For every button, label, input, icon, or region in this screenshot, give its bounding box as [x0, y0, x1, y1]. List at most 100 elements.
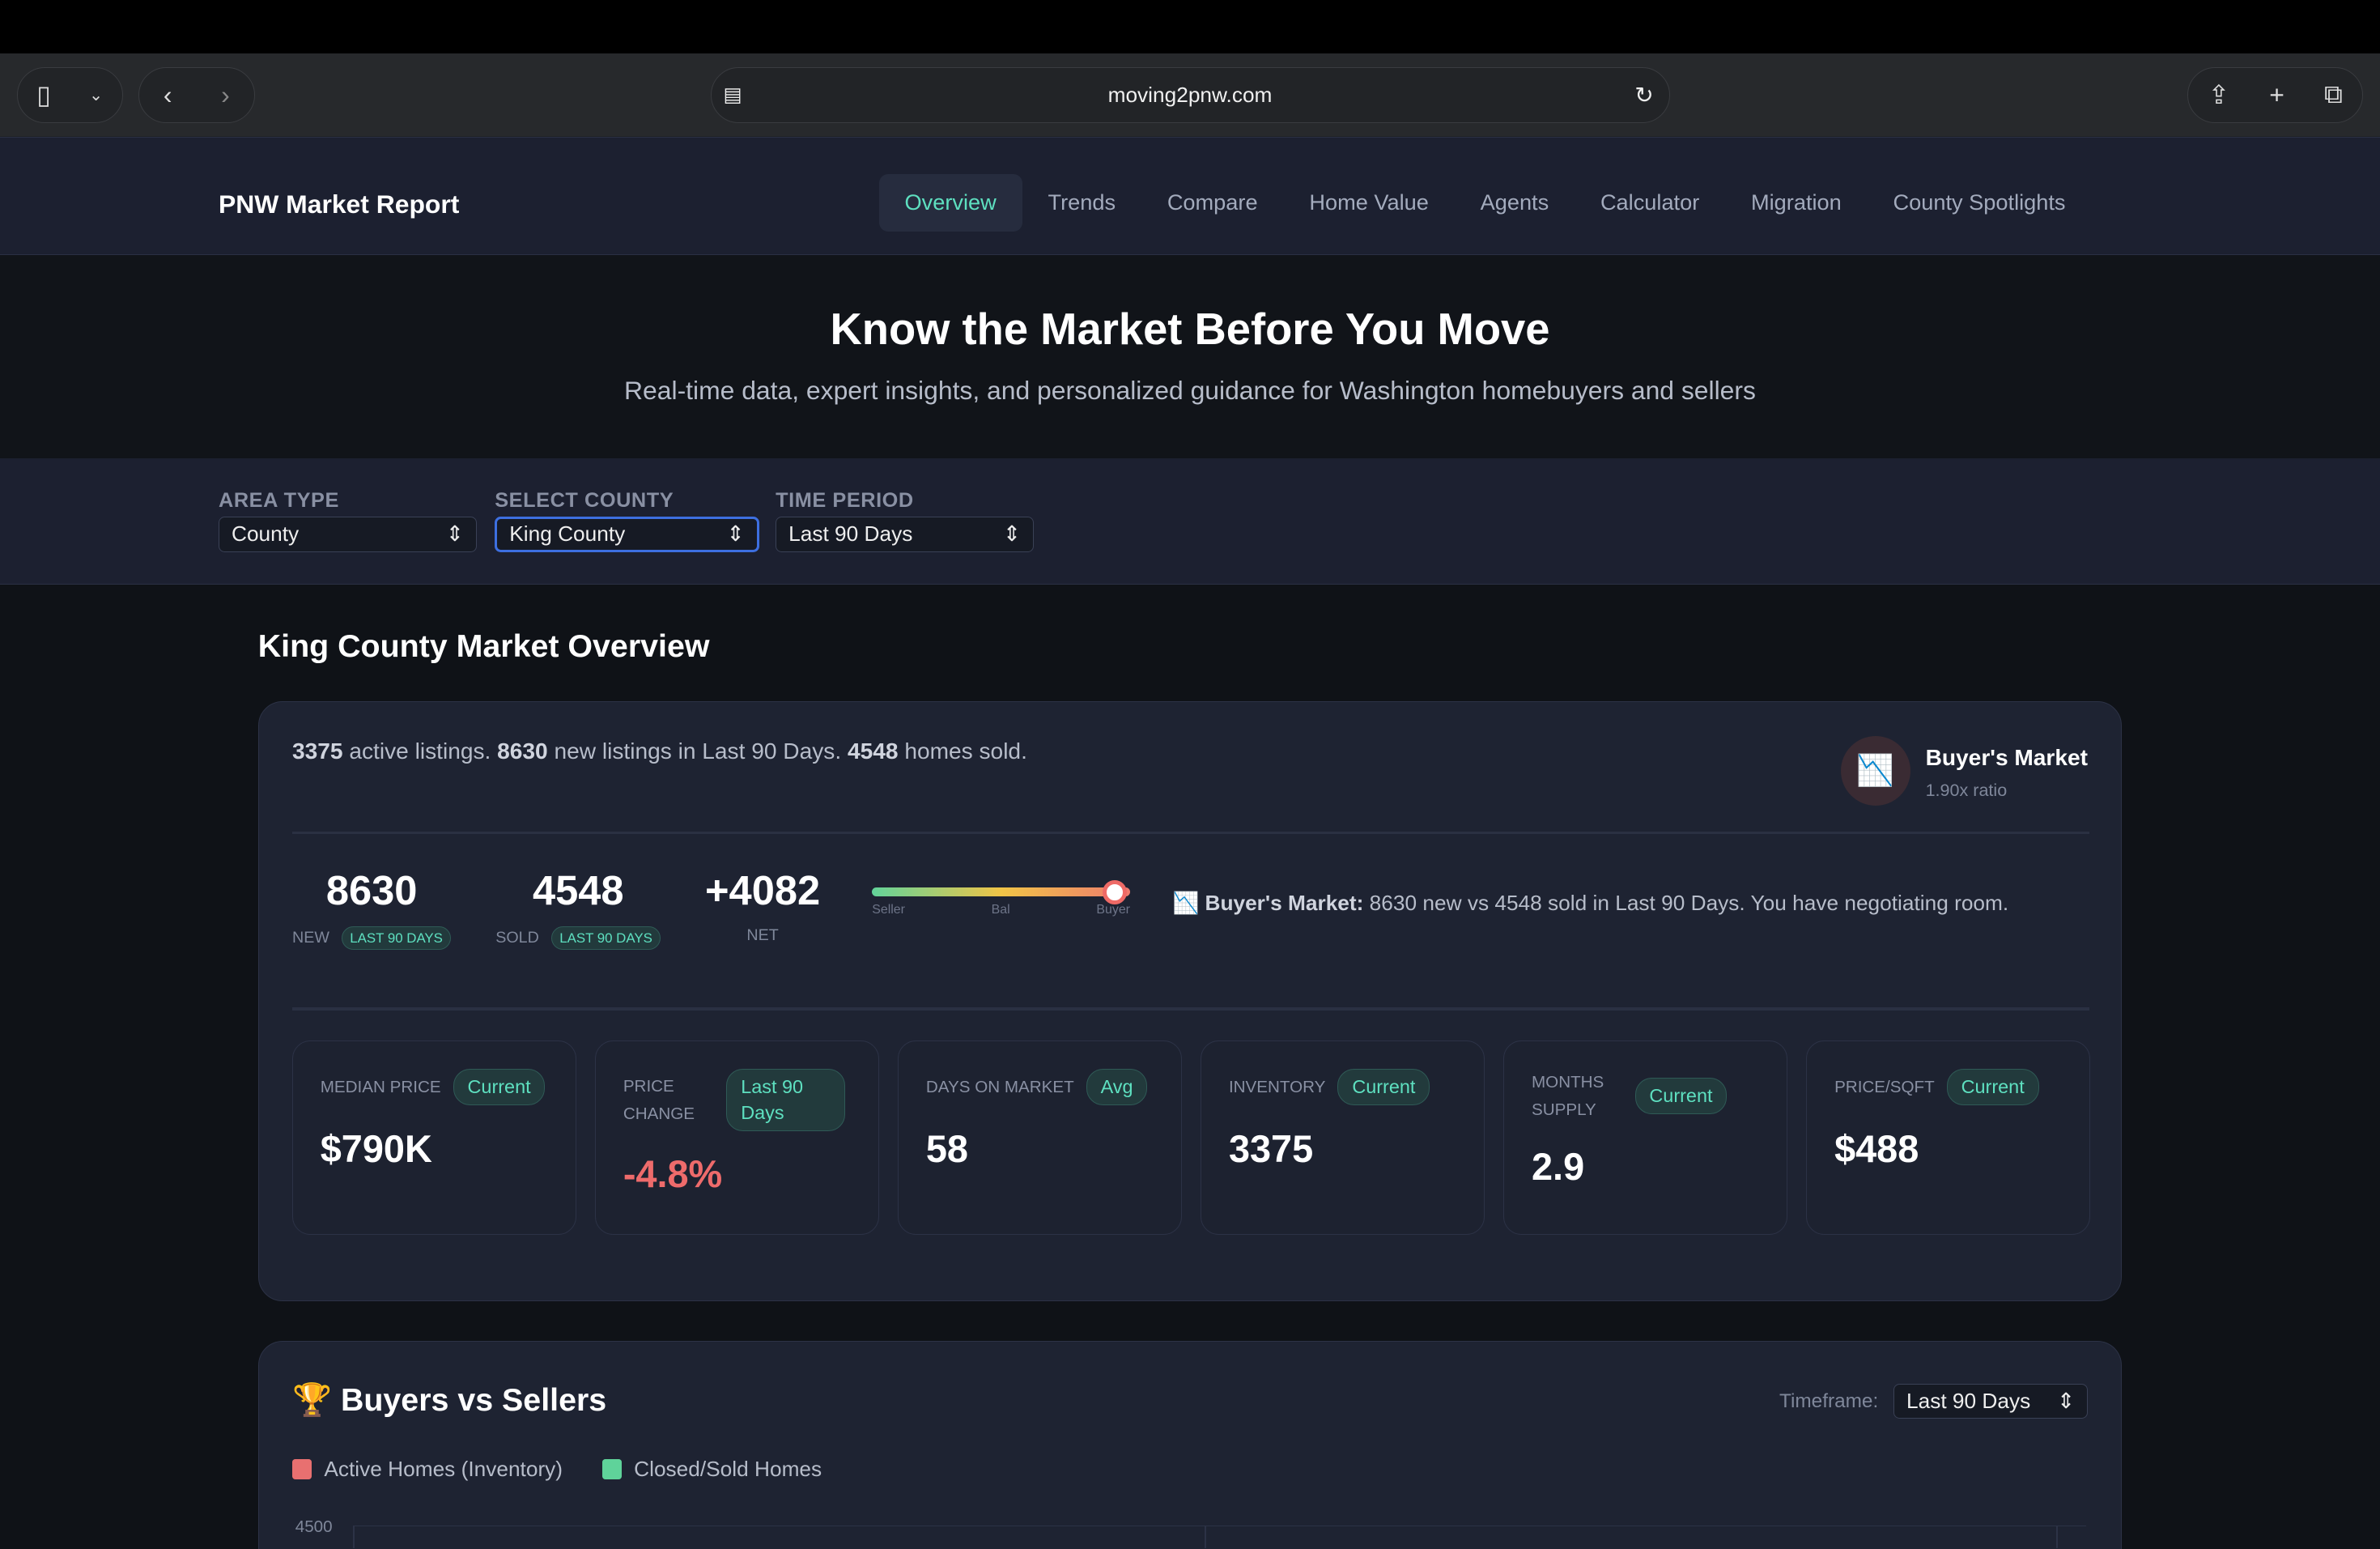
browser-actions: ⇪ + ⧉ [2187, 66, 2364, 123]
tab-home-value[interactable]: Home Value [1309, 189, 1429, 215]
tab-trends[interactable]: Trends [1048, 189, 1116, 215]
tab-agents[interactable]: Agents [1480, 189, 1549, 215]
metric-badge: Last 90 Days [726, 1069, 845, 1132]
metric-label: PRICE CHANGE [623, 1076, 695, 1123]
area-type-value: County [232, 521, 300, 547]
address-bar[interactable]: ▤ moving2pnw.com ↻ [710, 66, 1670, 123]
metric-card: MEDIAN PRICE Current $790K [292, 1040, 576, 1236]
metric-badge: Current [1634, 1078, 1728, 1115]
chart-legend: Active Homes (Inventory) Closed/Sold Hom… [292, 1457, 822, 1482]
metric-badge: Current [453, 1069, 546, 1106]
share-icon[interactable]: ⇪ [2208, 80, 2230, 110]
metric-card: PRICE/SQFT Current $488 [1806, 1040, 2090, 1236]
divider [292, 1007, 2089, 1011]
area-type-label: AREA TYPE [219, 488, 339, 512]
metric-value: 3375 [1228, 1127, 1314, 1170]
buyers-vs-sellers-card: 🏆 Buyers vs Sellers Timeframe: Last 90 D… [257, 1340, 2123, 1549]
timeframe-select[interactable]: Last 90 Days ⇕ [1893, 1384, 2088, 1419]
hero: Know the Market Before You Move Real-tim… [0, 255, 2380, 459]
metric-label: MEDIAN PRICE [320, 1077, 441, 1096]
area-type-select[interactable]: County ⇕ [219, 517, 477, 552]
timeframe-label: Timeframe: [1779, 1389, 1879, 1412]
tab-migration[interactable]: Migration [1751, 189, 1842, 215]
tabs-overview-icon[interactable]: ⧉ [2324, 79, 2343, 109]
tab-compare[interactable]: Compare [1167, 189, 1258, 215]
timeframe-control: Timeframe: Last 90 Days ⇕ [1779, 1384, 2088, 1419]
url-text: moving2pnw.com [1107, 82, 1273, 107]
new-tab-icon[interactable]: + [2269, 79, 2284, 109]
section-title: King County Market Overview [257, 628, 710, 665]
period-badge: LAST 90 DAYS [341, 926, 452, 951]
sidebar-toggle-button[interactable]: ▯ ⌄ [16, 66, 123, 123]
market-type-indicator: 📉 Buyer's Market 1.90x ratio [1840, 735, 2088, 806]
market-ratio: 1.90x ratio [1925, 780, 2008, 800]
metric-card: DAYS ON MARKET Avg 58 [898, 1040, 1182, 1236]
tab-calculator[interactable]: Calculator [1600, 189, 1700, 215]
filter-bar: AREA TYPE County ⇕ SELECT COUNTY King Cou… [0, 458, 2380, 585]
metric-label: PRICE/SQFT [1834, 1077, 1935, 1096]
metric-value: $488 [1834, 1127, 1919, 1170]
legend-sold[interactable]: Closed/Sold Homes [601, 1457, 822, 1482]
market-message: 📉 Buyer's Market: 8630 new vs 4548 sold … [1172, 890, 2009, 915]
tab-overview[interactable]: Overview [878, 173, 1022, 232]
gridline [353, 1525, 2087, 1527]
nav-tabs: Overview Trends Compare Home Value Agent… [878, 173, 2092, 232]
y-axis-tick: 4500 [295, 1517, 333, 1537]
chart-decreasing-icon: 📉 [1172, 890, 1205, 915]
chevron-down-icon: ⌄ [88, 85, 104, 104]
legend-active[interactable]: Active Homes (Inventory) [292, 1457, 563, 1482]
hero-title: Know the Market Before You Move [830, 304, 1550, 354]
market-gauge: Seller Bal Buyer [872, 879, 1130, 917]
gridline [1204, 1525, 1206, 1548]
market-overview-card: 3375 active listings. 8630 new listings … [257, 701, 2123, 1301]
metric-label: MONTHS SUPPLY [1532, 1073, 1604, 1119]
gridline [353, 1525, 355, 1548]
time-period-label: TIME PERIOD [776, 488, 914, 512]
hero-subtitle: Real-time data, expert insights, and per… [624, 376, 1756, 406]
time-period-select[interactable]: Last 90 Days ⇕ [776, 517, 1034, 552]
stat-net: +4082 NET [705, 866, 821, 944]
metric-label: INVENTORY [1228, 1077, 1326, 1096]
metric-badge: Avg [1086, 1069, 1148, 1106]
divider [292, 831, 2089, 835]
gauge-marker [1102, 879, 1127, 904]
metric-card: MONTHS SUPPLY Current 2.9 [1503, 1040, 1787, 1236]
market-summary: 3375 active listings. 8630 new listings … [292, 738, 1027, 764]
metric-value: $790K [320, 1127, 432, 1170]
trophy-icon: 🏆 [292, 1382, 341, 1419]
buyers-sellers-title: 🏆 Buyers vs Sellers [292, 1382, 607, 1419]
select-arrows-icon: ⇕ [1002, 521, 1021, 547]
browser-toolbar: ▯ ⌄ ‹ › ▤ moving2pnw.com ↻ ⇪ + ⧉ [0, 53, 2380, 137]
metric-card: INVENTORY Current 3375 [1201, 1040, 1485, 1236]
page-settings-icon[interactable]: ▤ [723, 84, 742, 107]
chart-decreasing-icon: 📉 [1840, 735, 1910, 806]
time-period-value: Last 90 Days [788, 521, 913, 547]
metric-value: 2.9 [1532, 1145, 1585, 1188]
stat-new: 8630 NEW LAST 90 DAYS [292, 866, 452, 951]
back-button[interactable]: ‹ [163, 79, 172, 109]
county-label: SELECT COUNTY [495, 488, 674, 512]
gridline [2055, 1525, 2058, 1548]
history-nav: ‹ › [138, 66, 255, 123]
sidebar-icon: ▯ [36, 80, 51, 110]
metric-label: DAYS ON MARKET [925, 1077, 1074, 1096]
tab-county-spotlights[interactable]: County Spotlights [1893, 189, 2066, 215]
metric-badge: Current [1337, 1069, 1430, 1106]
market-type-label: Buyer's Market [1925, 744, 2088, 770]
select-arrows-icon: ⇕ [445, 521, 464, 547]
screen-top-bar [0, 0, 2380, 53]
stat-sold: 4548 SOLD LAST 90 DAYS [495, 866, 661, 951]
period-badge: LAST 90 DAYS [550, 926, 661, 951]
reload-icon[interactable]: ↻ [1634, 82, 1654, 108]
metric-badge: Current [1946, 1069, 2039, 1106]
county-value: King County [509, 521, 626, 547]
forward-button[interactable]: › [221, 79, 230, 109]
site-nav: PNW Market Report Overview Trends Compar… [0, 136, 2380, 255]
select-arrows-icon: ⇕ [2057, 1389, 2075, 1414]
metric-value: 58 [925, 1127, 968, 1170]
metric-value: -4.8% [623, 1153, 723, 1196]
site-brand[interactable]: PNW Market Report [219, 189, 460, 219]
county-select[interactable]: King County ⇕ [495, 517, 759, 552]
select-arrows-icon: ⇕ [726, 521, 745, 547]
metric-card: PRICE CHANGE Last 90 Days -4.8% [595, 1040, 879, 1236]
